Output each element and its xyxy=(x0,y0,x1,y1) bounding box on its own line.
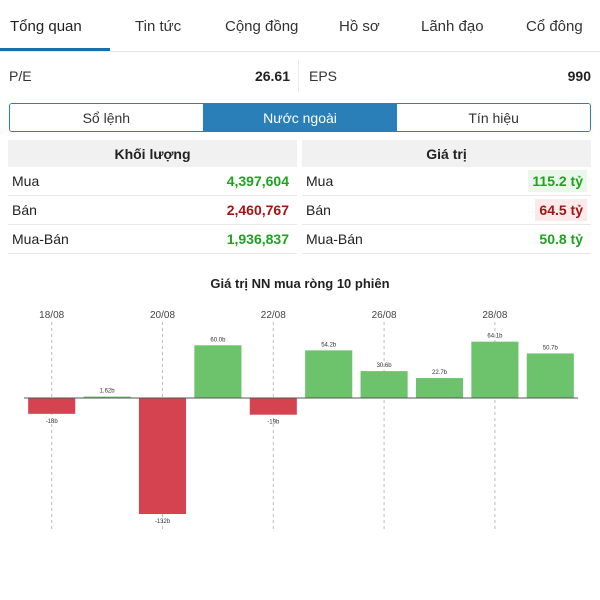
tab-community[interactable]: Cộng đồng xyxy=(225,18,299,35)
volume-row-label: Mua-Bán xyxy=(12,231,69,247)
volume-row-value: 1,936,837 xyxy=(226,231,289,247)
bar-value-label: 1.62b xyxy=(100,389,116,395)
value-row: Mua 115.2 tỷ xyxy=(302,167,591,196)
net-buy-chart: 18/08 20/08 22/08 26/08 28/08 -18b 1.62b -132b 6… xyxy=(0,300,600,540)
value-row-label: Mua xyxy=(306,173,334,189)
bar-value-label: 64.1b xyxy=(487,334,503,340)
volume-row: Mua-Bán 1,936,837 xyxy=(8,225,297,254)
date-tick-label: 26/08 xyxy=(372,310,397,321)
chart-bar xyxy=(28,398,76,414)
ratios-row: P/E 26.61 EPS 990 xyxy=(0,60,600,92)
chart-bar xyxy=(138,398,187,514)
value-row-label: Bán xyxy=(306,202,331,218)
volume-row-value: 4,397,604 xyxy=(226,173,289,189)
date-tick-label: 22/08 xyxy=(261,310,286,321)
pe-label: P/E xyxy=(9,68,32,84)
value-row: Mua-Bán 50.8 tỷ xyxy=(302,225,591,254)
segment-signals[interactable]: Tín hiệu xyxy=(396,104,590,131)
volume-row-value: 2,460,767 xyxy=(226,202,289,218)
segment-foreign[interactable]: Nước ngoài xyxy=(202,104,397,131)
tab-profile[interactable]: Hồ sơ xyxy=(339,18,380,35)
chart-title: Giá trị NN mua ròng 10 phiên xyxy=(210,276,390,291)
volume-row-label: Bán xyxy=(12,202,37,218)
value-table: Giá trị Mua 115.2 tỷ Bán 64.5 tỷ Mua-Bán… xyxy=(302,140,591,254)
bar-value-label: 50.7b xyxy=(543,345,559,351)
top-tab-bar: Tổng quan Tin tức Cộng đồng Hồ sơ Lãnh đ… xyxy=(0,0,600,52)
bar-value-label: -19b xyxy=(267,420,280,426)
chart-bar xyxy=(305,350,353,398)
ratio-divider xyxy=(298,60,299,92)
volume-row-label: Mua xyxy=(12,173,40,189)
value-row-value: 115.2 tỷ xyxy=(528,170,587,192)
active-tab-indicator xyxy=(0,48,110,51)
eps-value: 990 xyxy=(567,68,591,84)
bar-value-label: 30.6b xyxy=(377,363,393,369)
chart-bar xyxy=(194,345,242,398)
chart-bar xyxy=(471,341,519,398)
volume-row: Mua 4,397,604 xyxy=(8,167,297,196)
bar-value-label: -132b xyxy=(155,519,171,525)
eps-label: EPS xyxy=(309,68,338,84)
date-tick-label: 18/08 xyxy=(39,310,64,321)
segment-control: Sổ lệnh Nước ngoài Tín hiệu xyxy=(9,103,591,132)
bar-value-label: 54.2b xyxy=(321,342,337,348)
tab-news[interactable]: Tin tức xyxy=(135,18,182,35)
chart-bar xyxy=(249,398,297,415)
value-row-label: Mua-Bán xyxy=(306,231,363,247)
value-row: Bán 64.5 tỷ xyxy=(302,196,591,225)
value-row-value: 50.8 tỷ xyxy=(539,231,583,247)
chart-bar xyxy=(360,371,408,398)
segment-order-book[interactable]: Sổ lệnh xyxy=(10,104,203,131)
net-buy-chart-svg: 18/08 20/08 22/08 26/08 28/08 -18b 1.62b -132b 6… xyxy=(24,310,578,532)
tab-shareholders[interactable]: Cổ đông xyxy=(526,18,583,35)
value-row-value: 64.5 tỷ xyxy=(535,199,587,221)
value-header: Giá trị xyxy=(302,140,591,167)
date-tick-label: 28/08 xyxy=(482,310,507,321)
tab-leadership[interactable]: Lãnh đạo xyxy=(421,18,484,35)
date-tick-label: 20/08 xyxy=(150,310,175,321)
volume-row: Bán 2,460,767 xyxy=(8,196,297,225)
pe-value: 26.61 xyxy=(254,68,290,84)
bar-value-label: 60.0b xyxy=(210,337,226,343)
bar-value-label: -18b xyxy=(46,419,59,425)
volume-table: Khối lượng Mua 4,397,604 Bán 2,460,767 M… xyxy=(8,140,297,254)
volume-header: Khối lượng xyxy=(8,140,297,167)
chart-bar xyxy=(415,378,464,398)
bar-value-label: 22.7b xyxy=(432,370,448,376)
chart-bar xyxy=(526,353,574,398)
tab-overview[interactable]: Tổng quan xyxy=(10,18,82,35)
chart-bar xyxy=(83,396,131,398)
